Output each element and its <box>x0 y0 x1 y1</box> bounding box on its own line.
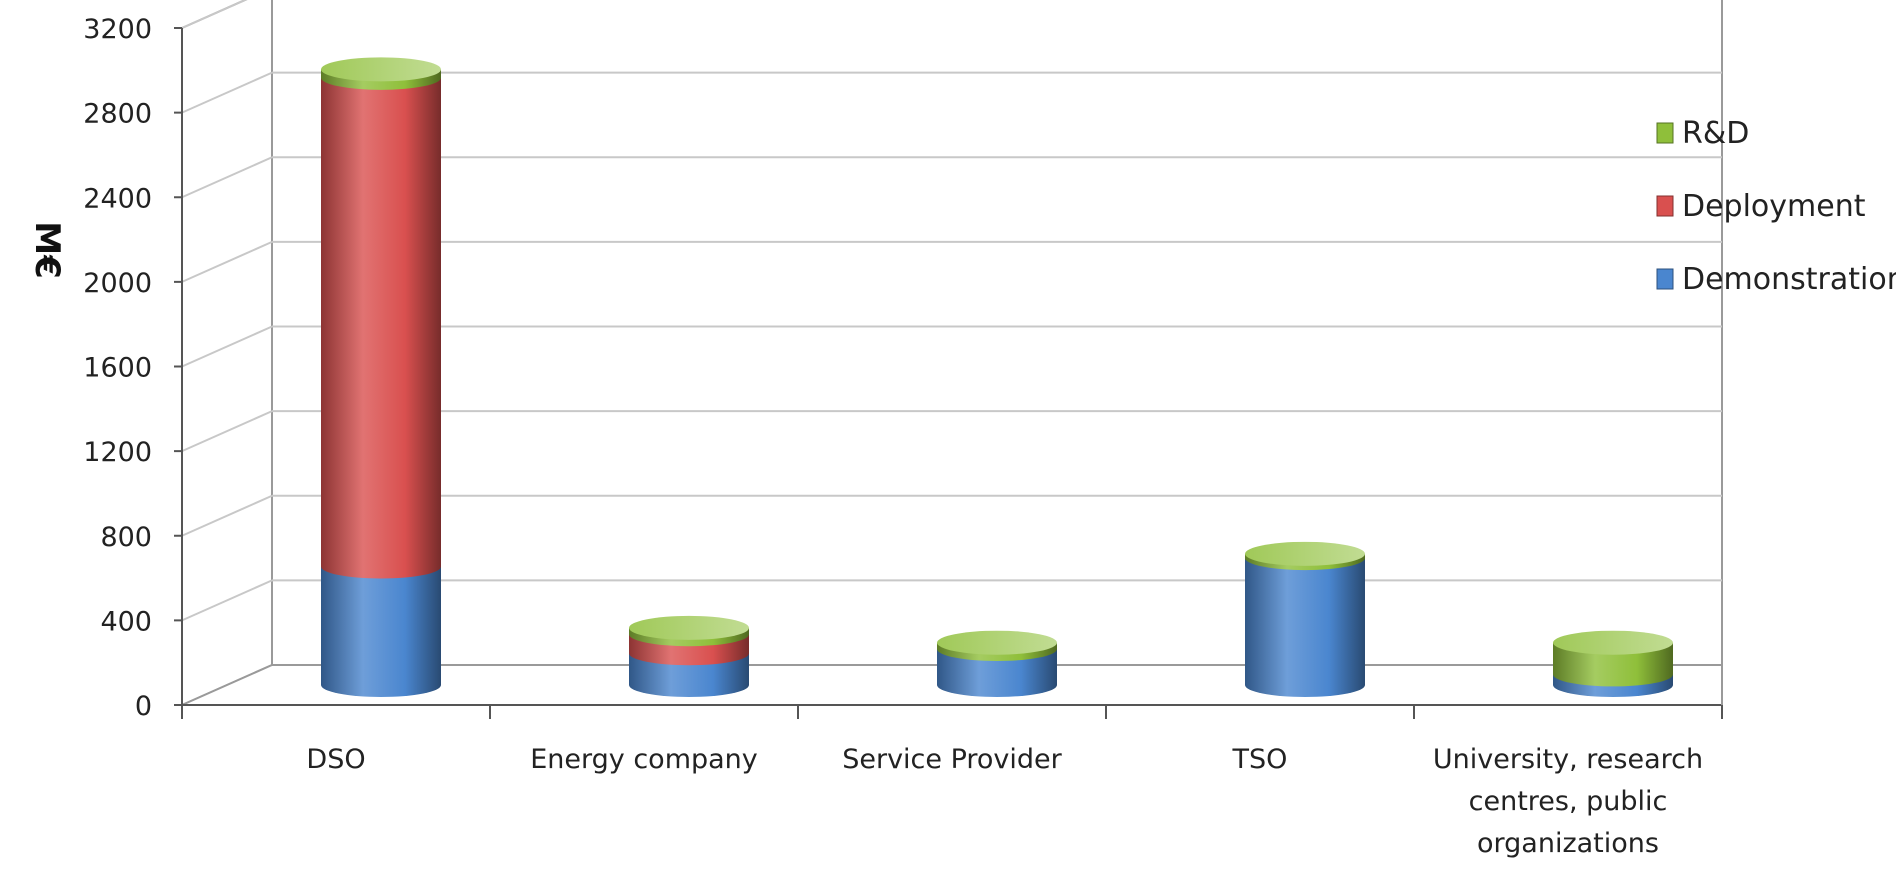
bar-deployment-dso <box>321 77 441 579</box>
gridline-side-3 <box>181 410 273 453</box>
category-label-dso: DSO <box>306 744 365 775</box>
bar-demonstration-dso <box>321 566 441 697</box>
bar-cap-tso <box>1245 541 1365 566</box>
gridline-side-4 <box>181 325 273 368</box>
category-label-energy-company: Energy company <box>530 744 758 775</box>
y-tick-label-800: 800 <box>100 522 152 553</box>
bar-group-university-research-centres-public-organizations <box>1553 630 1673 697</box>
category-label-organizations: organizations <box>1477 828 1659 859</box>
legend-swatch-demonstration <box>1656 268 1674 290</box>
bar-cap-university-research <box>1553 630 1673 655</box>
axes <box>174 27 1723 719</box>
category-label-tso: TSO <box>1232 744 1288 775</box>
y-axis-label: M€ <box>27 221 67 279</box>
bar-cap-service-provider <box>937 630 1057 655</box>
bar-group-service-provider <box>937 630 1057 697</box>
legend-swatch-deployment <box>1656 195 1674 217</box>
y-tick-label-2800: 2800 <box>83 99 152 130</box>
gridline-side-5 <box>181 240 273 283</box>
gridline-side-1 <box>181 579 273 622</box>
y-tick-label-0: 0 <box>135 691 152 722</box>
legend: R&D Deployment Demonstration <box>1656 116 1896 297</box>
gridline-side-8 <box>181 0 248 29</box>
y-tick-label-2000: 2000 <box>83 268 152 299</box>
bar-demonstration-service-provider <box>937 649 1057 697</box>
back-wall <box>271 0 1723 666</box>
gridline-side-7 <box>181 71 273 114</box>
bar-demonstration-tso <box>1245 558 1365 697</box>
legend-label-deployment: Deployment <box>1682 189 1866 224</box>
y-tick-label-1200: 1200 <box>83 437 152 468</box>
gridline-side-6 <box>181 156 273 199</box>
category-label-centres-public: centres, public <box>1469 786 1668 817</box>
bar-demonstration-energy-company <box>629 653 749 697</box>
bar-cap-dso <box>321 57 441 82</box>
bar-group-tso <box>1245 541 1365 697</box>
y-tick-label-400: 400 <box>100 606 152 637</box>
legend-label-r-d: R&D <box>1682 116 1749 151</box>
y-tick-label-1600: 1600 <box>83 353 152 384</box>
bar-cap-energy-company <box>629 615 749 640</box>
y-tick-label-3200: 3200 <box>83 14 152 45</box>
gridlines <box>181 0 1722 622</box>
bar-group-energy-company <box>629 615 749 697</box>
bar-group-dso <box>321 57 441 697</box>
legend-label-demonstration: Demonstration <box>1682 262 1896 297</box>
chart-walls <box>181 0 1723 707</box>
bars <box>321 57 1673 697</box>
category-label-service-provider: Service Provider <box>842 744 1062 775</box>
gridline-side-2 <box>181 494 273 537</box>
category-labels: DSO Energy company Service Provider TSO Univ… <box>306 744 1703 859</box>
category-label-university-research: University, research <box>1433 744 1703 775</box>
y-tick-label-2400: 2400 <box>83 183 152 214</box>
legend-swatch-r-d <box>1656 122 1674 144</box>
y-tick-labels: 0 400 800 1200 1600 2000 2400 2800 3200 <box>83 14 152 722</box>
bar-r-d-university-research <box>1553 642 1673 687</box>
